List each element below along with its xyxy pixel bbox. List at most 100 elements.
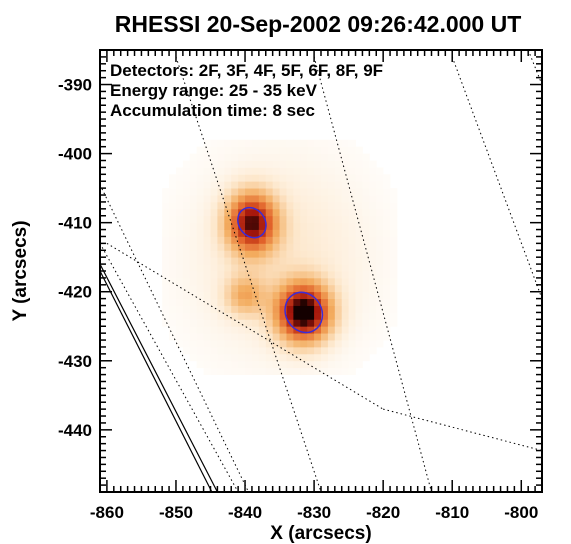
heatmap-cell — [204, 230, 211, 237]
heatmap-cell — [342, 333, 349, 340]
heatmap-cell — [252, 292, 259, 299]
heatmap-cell — [197, 230, 204, 237]
heatmap-cell — [176, 292, 183, 299]
heatmap-cell — [224, 271, 231, 278]
heatmap-cell — [383, 181, 390, 188]
heatmap-cell — [183, 243, 190, 250]
heatmap-cell — [307, 140, 314, 147]
heatmap-cell — [376, 181, 383, 188]
heatmap-cell — [197, 306, 204, 313]
heatmap-cell — [266, 209, 273, 216]
heatmap-cell — [211, 202, 218, 209]
heatmap-cell — [383, 236, 390, 243]
heatmap-cell — [349, 361, 356, 368]
heatmap-cell — [238, 340, 245, 347]
heatmap-cell — [383, 264, 390, 271]
heatmap-cell — [349, 285, 356, 292]
heatmap-cell — [252, 319, 259, 326]
heatmap-cell — [342, 216, 349, 223]
x-tick-label: -820 — [366, 503, 400, 522]
heatmap-cell — [280, 292, 287, 299]
heatmap-cell — [217, 223, 224, 230]
heatmap-cell — [349, 167, 356, 174]
heatmap-cell — [321, 257, 328, 264]
heatmap-cell — [266, 236, 273, 243]
x-tick-label: -810 — [435, 503, 469, 522]
heatmap-cell — [238, 181, 245, 188]
heatmap-cell — [383, 257, 390, 264]
heatmap-cell — [273, 223, 280, 230]
heatmap-cell — [217, 292, 224, 299]
heatmap-cell — [314, 202, 321, 209]
heatmap-cell — [383, 174, 390, 181]
heatmap-cell — [190, 271, 197, 278]
heatmap-cell — [293, 319, 300, 326]
heatmap-cell — [266, 174, 273, 181]
heatmap-cell — [245, 257, 252, 264]
heatmap-cell — [273, 278, 280, 285]
heatmap-cell — [204, 319, 211, 326]
heatmap-cell — [293, 306, 300, 313]
heatmap-cell — [266, 312, 273, 319]
heatmap-cell — [369, 306, 376, 313]
heatmap-cell — [204, 361, 211, 368]
heatmap-cell — [335, 340, 342, 347]
heatmap-cell — [169, 216, 176, 223]
heatmap-cell — [211, 223, 218, 230]
heatmap-cell — [328, 188, 335, 195]
heatmap-cell — [252, 216, 259, 223]
heatmap-cell — [252, 167, 259, 174]
heatmap-cell — [342, 202, 349, 209]
heatmap-cell — [390, 278, 397, 285]
heatmap-cell — [286, 195, 293, 202]
heatmap-cell — [259, 299, 266, 306]
heatmap-cell — [342, 278, 349, 285]
heatmap-cell — [383, 333, 390, 340]
heatmap-cell — [211, 347, 218, 354]
heatmap-cell — [328, 347, 335, 354]
heatmap-cell — [211, 278, 218, 285]
heatmap-cell — [162, 250, 169, 257]
heatmap-cell — [183, 278, 190, 285]
heatmap-cell — [197, 202, 204, 209]
heatmap-cell — [204, 292, 211, 299]
heatmap-cell — [211, 154, 218, 161]
heatmap-cell — [321, 216, 328, 223]
heatmap-cell — [307, 230, 314, 237]
heatmap-cell — [376, 167, 383, 174]
heatmap-cell — [314, 243, 321, 250]
heatmap-cell — [238, 285, 245, 292]
heatmap-cell — [376, 340, 383, 347]
heatmap-cell — [280, 181, 287, 188]
heatmap-cell — [314, 236, 321, 243]
heatmap-cell — [231, 271, 238, 278]
heatmap-cell — [321, 368, 328, 375]
heatmap-cell — [211, 292, 218, 299]
heatmap-cell — [231, 278, 238, 285]
heatmap-cell — [286, 257, 293, 264]
heatmap-cell — [252, 181, 259, 188]
heatmap-cell — [383, 202, 390, 209]
heatmap-cell — [231, 209, 238, 216]
heatmap-cell — [190, 209, 197, 216]
heatmap-cell — [231, 361, 238, 368]
heatmap-cell — [204, 236, 211, 243]
heatmap-cell — [176, 216, 183, 223]
heatmap-cell — [335, 278, 342, 285]
heatmap-cell — [211, 312, 218, 319]
heatmap-cell — [197, 312, 204, 319]
heatmap-cell — [307, 174, 314, 181]
heatmap-cell — [280, 161, 287, 168]
heatmap-cell — [245, 147, 252, 154]
heatmap-cell — [245, 209, 252, 216]
heatmap-cell — [224, 202, 231, 209]
x-tick-label: -860 — [90, 503, 124, 522]
heatmap-cell — [280, 354, 287, 361]
heatmap-cell — [362, 154, 369, 161]
heatmap-cell — [335, 306, 342, 313]
heatmap-cell — [224, 236, 231, 243]
heatmap-cell — [252, 340, 259, 347]
heatmap-cell — [252, 312, 259, 319]
heatmap-cell — [273, 147, 280, 154]
heatmap-cell — [162, 188, 169, 195]
